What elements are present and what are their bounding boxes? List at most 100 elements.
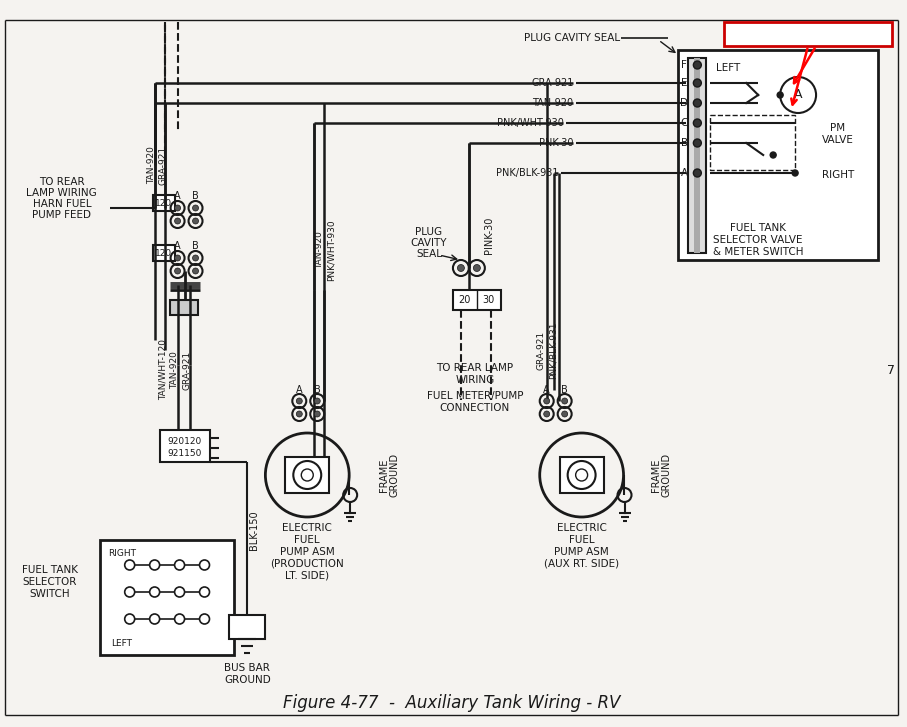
Text: 920120: 920120 (168, 438, 201, 446)
Circle shape (693, 169, 701, 177)
Text: TO REAR: TO REAR (39, 177, 84, 187)
Text: 30: 30 (483, 295, 495, 305)
Text: (AUX RT. SIDE): (AUX RT. SIDE) (544, 559, 619, 569)
Circle shape (693, 61, 701, 69)
Text: D: D (680, 98, 688, 108)
Text: GROUND: GROUND (224, 675, 271, 685)
Text: PM: PM (831, 123, 845, 133)
Circle shape (174, 218, 180, 224)
Text: GRA-921: GRA-921 (532, 78, 573, 88)
Text: LAMP WIRING: LAMP WIRING (26, 188, 97, 198)
Text: SWITCH: SWITCH (30, 589, 70, 599)
Circle shape (314, 398, 320, 404)
Circle shape (174, 255, 180, 261)
Circle shape (297, 411, 302, 417)
Bar (152, 245, 174, 261)
Circle shape (314, 411, 320, 417)
Circle shape (770, 152, 776, 158)
Text: PLUG: PLUG (415, 227, 443, 237)
Text: GRA-921: GRA-921 (158, 145, 167, 185)
Text: 7: 7 (887, 364, 895, 377)
Bar (725, 22, 892, 46)
Text: GRA-921: GRA-921 (182, 350, 191, 390)
Circle shape (693, 79, 701, 87)
Bar (453, 290, 501, 310)
Text: PNK/BLK-931: PNK/BLK-931 (496, 168, 559, 178)
Text: B: B (314, 385, 321, 395)
Text: VALVE: VALVE (822, 135, 854, 145)
Text: FUEL TANK: FUEL TANK (22, 565, 78, 575)
Bar (229, 615, 266, 639)
Text: TAN-920: TAN-920 (171, 351, 179, 389)
Text: PUMP ASM: PUMP ASM (280, 547, 335, 557)
Text: SEAL: SEAL (416, 249, 442, 259)
Bar (286, 457, 329, 493)
Text: FUEL TANK: FUEL TANK (730, 223, 786, 233)
Text: FUEL METER/PUMP: FUEL METER/PUMP (426, 391, 523, 401)
Text: WIRING: WIRING (455, 375, 494, 385)
Bar (152, 195, 174, 211)
Text: PNK/WHT-930: PNK/WHT-930 (327, 219, 336, 281)
Bar (688, 58, 707, 253)
Circle shape (192, 255, 199, 261)
Circle shape (693, 99, 701, 107)
Bar (695, 58, 700, 253)
Bar (170, 300, 198, 315)
Text: PINK-30: PINK-30 (483, 217, 493, 254)
Bar (560, 457, 603, 493)
Text: & METER SWITCH: & METER SWITCH (713, 247, 804, 257)
Circle shape (792, 170, 798, 176)
Text: 921150: 921150 (168, 449, 201, 459)
Circle shape (543, 411, 550, 417)
Text: 20: 20 (459, 295, 471, 305)
Text: B: B (561, 385, 568, 395)
Circle shape (693, 119, 701, 127)
Text: TO REAR LAMP: TO REAR LAMP (436, 363, 513, 373)
Text: Figure 4-77  -  Auxiliary Tank Wiring - RV: Figure 4-77 - Auxiliary Tank Wiring - RV (283, 694, 620, 712)
Text: PLUG CAVITY SEAL: PLUG CAVITY SEAL (524, 33, 620, 43)
Circle shape (297, 398, 302, 404)
Text: BLK-150: BLK-150 (249, 510, 259, 550)
Text: GRA-921: GRA-921 (536, 331, 545, 369)
Text: A: A (174, 191, 180, 201)
Text: PNK/BLK-931: PNK/BLK-931 (548, 321, 557, 379)
Text: B: B (681, 138, 688, 148)
Text: RIGHT: RIGHT (822, 170, 854, 180)
Text: GROUND: GROUND (389, 453, 399, 497)
Text: 120: 120 (155, 249, 172, 257)
Bar (160, 430, 210, 462)
Text: A: A (681, 168, 688, 178)
Text: F: F (681, 60, 688, 70)
Text: FUEL: FUEL (569, 535, 594, 545)
Text: PUMP FEED: PUMP FEED (33, 210, 92, 220)
Text: CONNECTION: CONNECTION (440, 403, 510, 413)
Text: ELECTRIC: ELECTRIC (282, 523, 332, 533)
Text: TAN/WHT-120: TAN/WHT-120 (158, 340, 167, 401)
Bar (710, 115, 795, 170)
Circle shape (561, 411, 568, 417)
Text: TAN-920: TAN-920 (147, 146, 156, 184)
Text: ELECTRIC: ELECTRIC (557, 523, 607, 533)
Text: PUMP ASM: PUMP ASM (554, 547, 609, 557)
Text: RIGHT: RIGHT (108, 548, 136, 558)
Text: HARN FUEL: HARN FUEL (33, 199, 92, 209)
Text: SELECTOR VALVE: SELECTOR VALVE (714, 235, 803, 245)
Text: 120: 120 (155, 198, 172, 207)
Text: E: E (681, 78, 688, 88)
Text: A: A (296, 385, 303, 395)
Text: CAVITY: CAVITY (411, 238, 447, 248)
Text: A: A (794, 89, 803, 102)
Text: PNK/WHT-930: PNK/WHT-930 (497, 118, 563, 128)
Circle shape (543, 398, 550, 404)
Text: LEFT: LEFT (717, 63, 740, 73)
Text: TAN-920: TAN-920 (532, 98, 573, 108)
Text: B: B (192, 241, 199, 251)
Text: Current limiting Diodes: Current limiting Diodes (731, 28, 885, 41)
Text: GROUND: GROUND (661, 453, 671, 497)
Circle shape (192, 268, 199, 274)
Text: B: B (192, 191, 199, 201)
Text: FRAME: FRAME (651, 458, 661, 491)
Circle shape (777, 92, 783, 98)
Text: A: A (543, 385, 550, 395)
Text: FRAME: FRAME (379, 458, 389, 491)
